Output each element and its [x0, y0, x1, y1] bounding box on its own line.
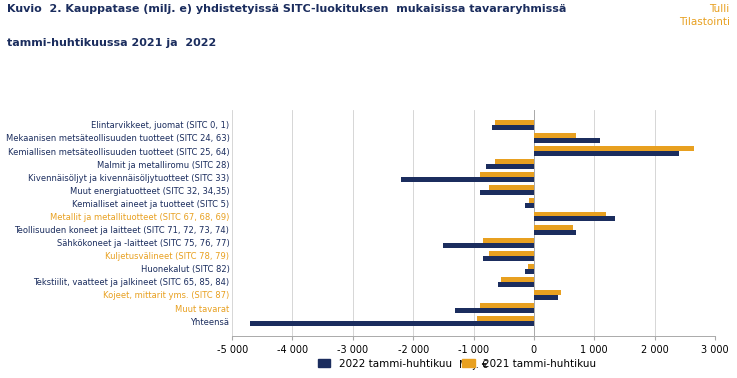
- Bar: [525, 203, 534, 208]
- Bar: [534, 290, 561, 295]
- Bar: [525, 269, 534, 274]
- Bar: [497, 282, 534, 287]
- Text: Kuvio  2. Kauppatase (milj. e) yhdistetyissä SITC-luokituksen  mukaisissa tavara: Kuvio 2. Kauppatase (milj. e) yhdistetyi…: [7, 4, 567, 14]
- Bar: [444, 243, 534, 248]
- X-axis label: Milj. €: Milj. €: [459, 359, 488, 370]
- Text: Tulli
Tilastointi: Tulli Tilastointi: [679, 4, 730, 27]
- Bar: [534, 295, 558, 300]
- Bar: [480, 303, 534, 308]
- Bar: [483, 238, 534, 243]
- Bar: [529, 198, 534, 203]
- Bar: [534, 138, 600, 143]
- Bar: [477, 316, 534, 321]
- Bar: [480, 172, 534, 177]
- Bar: [534, 225, 573, 229]
- Bar: [534, 146, 694, 151]
- Bar: [534, 217, 615, 222]
- Bar: [251, 321, 534, 326]
- Bar: [528, 264, 534, 269]
- Bar: [492, 125, 534, 130]
- Bar: [534, 133, 576, 138]
- Bar: [495, 159, 534, 164]
- Bar: [534, 212, 607, 217]
- Bar: [483, 256, 534, 261]
- Bar: [401, 177, 534, 182]
- Bar: [534, 151, 679, 156]
- Bar: [489, 185, 534, 190]
- Bar: [534, 229, 576, 234]
- Bar: [455, 308, 534, 313]
- Text: tammi-huhtikuussa 2021 ja  2022: tammi-huhtikuussa 2021 ja 2022: [7, 38, 217, 48]
- Bar: [489, 251, 534, 256]
- Bar: [500, 277, 534, 282]
- Bar: [495, 120, 534, 125]
- Bar: [486, 164, 534, 169]
- Bar: [480, 190, 534, 195]
- Legend: 2022 tammi-huhtikuu, 2021 tammi-huhtikuu: 2022 tammi-huhtikuu, 2021 tammi-huhtikuu: [314, 355, 600, 373]
